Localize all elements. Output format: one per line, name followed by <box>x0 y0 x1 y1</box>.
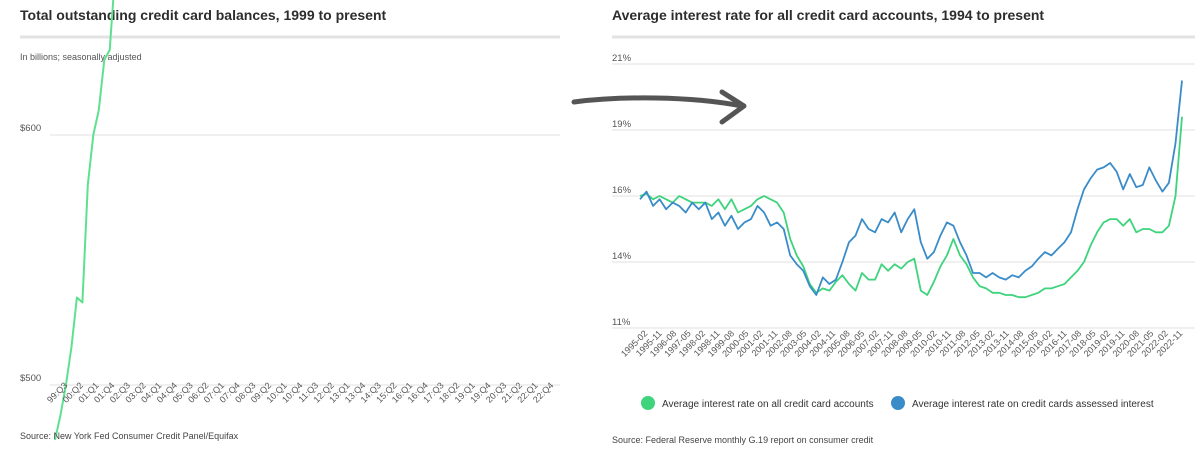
right-series-line-green <box>639 116 1183 299</box>
left-x-axis-labels: 99:Q300:Q201:Q101:Q402:Q303:Q204:Q104:Q4… <box>45 380 555 404</box>
left-chart-title: Total outstanding credit card balances, … <box>20 7 387 23</box>
right-y-tick-label: 19% <box>612 119 632 130</box>
right-chart: Average interest rate for all credit car… <box>612 7 1195 445</box>
left-gridlines <box>50 134 560 386</box>
left-series-line <box>54 0 115 441</box>
curved-arrow-icon <box>571 89 747 125</box>
left-y-axis-labels: $500$600$700$800$900$1,000 <box>20 123 41 384</box>
left-y-tick-label: $500 <box>20 373 41 384</box>
right-chart-title: Average interest rate for all credit car… <box>612 7 1044 23</box>
left-series-layer <box>54 0 115 441</box>
right-x-axis-labels: 1995-021995-111996-081997-051998-021998-… <box>619 328 1184 358</box>
right-y-tick-label: 14% <box>612 251 632 262</box>
legend-label-blue: Average interest rate on credit cards as… <box>912 399 1154 410</box>
right-y-axis-labels: 11% 14% 16% 19% 21% <box>612 53 632 328</box>
left-y-tick-label: $600 <box>20 123 41 134</box>
legend-swatch-green <box>641 396 655 410</box>
legend: Average interest rate on all credit card… <box>641 396 1154 410</box>
right-gridlines <box>612 63 1195 329</box>
right-series-line-blue <box>639 80 1183 296</box>
right-chart-source: Source: Federal Reserve monthly G.19 rep… <box>612 435 874 445</box>
right-y-tick-label: 11% <box>612 317 631 328</box>
legend-swatch-blue <box>891 396 905 410</box>
legend-item-green[interactable]: Average interest rate on all credit card… <box>641 396 874 410</box>
left-chart-subtitle: In billions; seasonally adjusted <box>20 52 142 62</box>
right-series-layer <box>639 80 1183 299</box>
left-chart: Total outstanding credit card balances, … <box>20 0 560 441</box>
right-y-tick-label: 21% <box>612 53 632 64</box>
right-y-tick-label: 16% <box>612 185 632 196</box>
legend-item-blue[interactable]: Average interest rate on credit cards as… <box>891 396 1154 410</box>
legend-label-green: Average interest rate on all credit card… <box>662 399 874 410</box>
left-chart-source: Source: New York Fed Consumer Credit Pan… <box>20 431 239 441</box>
